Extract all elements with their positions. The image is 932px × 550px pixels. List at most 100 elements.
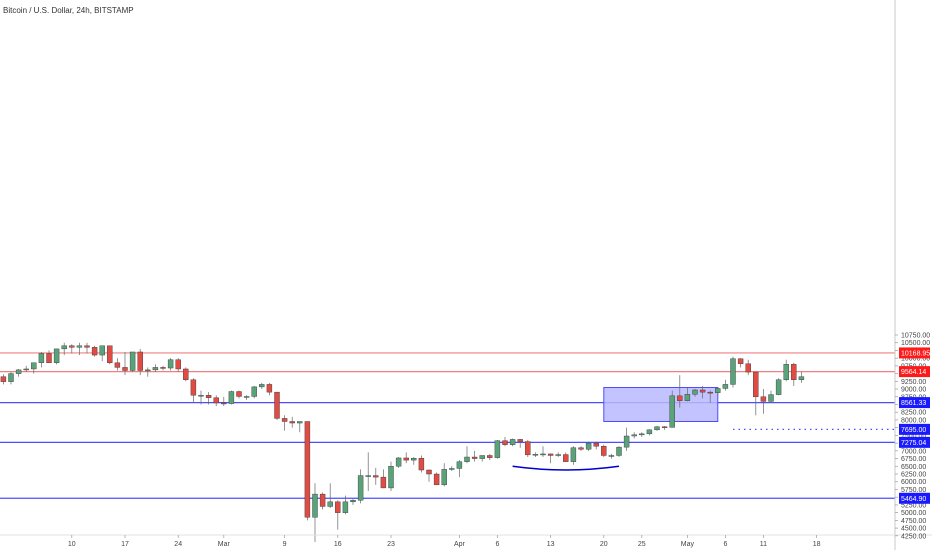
- candle-2020-02-01: [0, 374, 7, 385]
- candle-body: [91, 347, 98, 356]
- candle-2020-02-06: [38, 351, 45, 368]
- candle-body: [798, 376, 805, 380]
- candle-body: [183, 368, 189, 380]
- candle-2020-04-23: [623, 427, 630, 451]
- candle-2020-03-08: [274, 391, 280, 420]
- candle-body: [669, 395, 675, 428]
- candle-body: [31, 362, 37, 370]
- candle-body: [593, 442, 599, 447]
- candle-body: [509, 439, 516, 445]
- candle-2020-02-26: [190, 378, 197, 403]
- candle-2020-05-07: [730, 356, 736, 388]
- y-tick-label: 8250.00: [901, 410, 926, 417]
- candle-2020-02-12: [84, 342, 90, 354]
- candle-body: [730, 358, 736, 385]
- candle-2020-05-11: [760, 389, 767, 414]
- candle-body: [46, 353, 52, 363]
- y-tick-label: 5750.00: [901, 487, 926, 494]
- candle-body: [403, 457, 409, 461]
- candle-2020-04-26: [646, 429, 653, 436]
- x-tick-label: 10: [68, 541, 76, 548]
- levels-layer: [0, 352, 895, 499]
- level-tag-4: 5464.90: [899, 492, 930, 504]
- candle-body: [228, 391, 235, 404]
- candle-2020-02-03: [15, 368, 22, 377]
- candle-body: [319, 493, 326, 507]
- candle-body: [517, 439, 523, 442]
- candle-body: [449, 468, 455, 470]
- y-tick-label: 6500.00: [901, 464, 926, 471]
- level-tag-2-label: 8561.33: [901, 400, 926, 407]
- candle-body: [304, 421, 311, 518]
- price-axis[interactable]: 10750.0010500.0010250.0010000.009750.009…: [895, 332, 930, 540]
- y-tick-label: 7000.00: [901, 448, 926, 455]
- drawings-layer: [512, 387, 895, 471]
- candle-body: [175, 359, 181, 370]
- candle-body: [791, 364, 797, 380]
- time-axis[interactable]: 10 17 24 Mar 9 16 23 Apr 6 13 20 25 May 6 11 18: [68, 535, 821, 548]
- y-tick-label: 7500.00: [901, 433, 926, 440]
- candle-2020-03-24: [395, 457, 402, 468]
- candle-2020-04-03: [471, 450, 478, 462]
- candle-2020-03-29: [433, 472, 440, 486]
- candle-body: [53, 348, 60, 363]
- candle-body: [699, 389, 706, 393]
- y-tick-label: 10750.00: [901, 332, 930, 339]
- x-tick-label: 20: [600, 541, 608, 548]
- candle-2020-03-30: [441, 463, 447, 487]
- candle-2020-03-11: [297, 421, 303, 433]
- candle-2020-04-24: [631, 432, 637, 439]
- candle-2020-02-15: [107, 345, 113, 365]
- candle-2020-02-27: [198, 390, 204, 405]
- price-marker-tag-bg: [899, 423, 930, 435]
- candle-body: [608, 455, 615, 457]
- candle-body: [274, 391, 280, 419]
- candle-body: [722, 384, 729, 389]
- level-tag-4-label: 5464.90: [901, 496, 926, 503]
- candle-body: [753, 371, 759, 397]
- candle-2020-02-16: [114, 358, 121, 371]
- candle-2020-05-03: [699, 385, 706, 399]
- candle-2020-02-23: [167, 358, 174, 371]
- candle-2020-03-22: [380, 469, 387, 489]
- candle-2020-04-29: [669, 390, 675, 428]
- candle-body: [433, 473, 440, 486]
- candle-body: [441, 469, 447, 486]
- candle-body: [236, 391, 242, 397]
- x-tick-label: 6: [723, 541, 727, 548]
- candle-body: [487, 455, 493, 458]
- candle-body: [69, 345, 75, 348]
- candle-2020-04-12: [540, 446, 546, 458]
- candle-2020-02-18: [129, 351, 136, 373]
- candles-layer: [0, 342, 805, 542]
- candle-body: [411, 458, 417, 461]
- chart-title: Bitcoin / U.S. Dollar, 24h, BITSTAMP: [3, 6, 134, 15]
- candle-body: [585, 442, 592, 450]
- candle-2020-04-10: [525, 440, 531, 458]
- x-tick-label: 25: [638, 541, 646, 548]
- candle-body: [335, 501, 341, 513]
- candle-2020-02-02: [8, 372, 14, 385]
- candle-2020-04-09: [517, 439, 523, 448]
- candle-2020-04-20: [601, 444, 607, 458]
- y-tick-label: 6000.00: [901, 479, 926, 486]
- candle-2020-03-16: [335, 500, 341, 530]
- candle-body: [8, 373, 14, 382]
- candle-body: [190, 379, 197, 396]
- candle-2020-03-25: [403, 452, 409, 464]
- candle-body: [616, 446, 622, 456]
- x-tick-label: 17: [121, 541, 129, 548]
- y-tick-label: 4500.00: [901, 526, 926, 533]
- level-tag-1: 9564.14: [899, 366, 930, 378]
- candle-body: [601, 446, 607, 456]
- x-tick-label: 6: [495, 541, 499, 548]
- candle-2020-04-19: [593, 441, 599, 450]
- level-tag-0-label: 10168.95: [901, 350, 930, 357]
- candle-body: [661, 426, 668, 428]
- x-tick-label: Mar: [218, 541, 231, 548]
- candle-2020-03-21: [373, 467, 379, 485]
- candle-2020-02-09: [61, 342, 67, 356]
- candle-body: [167, 359, 174, 369]
- candle-body: [38, 353, 45, 363]
